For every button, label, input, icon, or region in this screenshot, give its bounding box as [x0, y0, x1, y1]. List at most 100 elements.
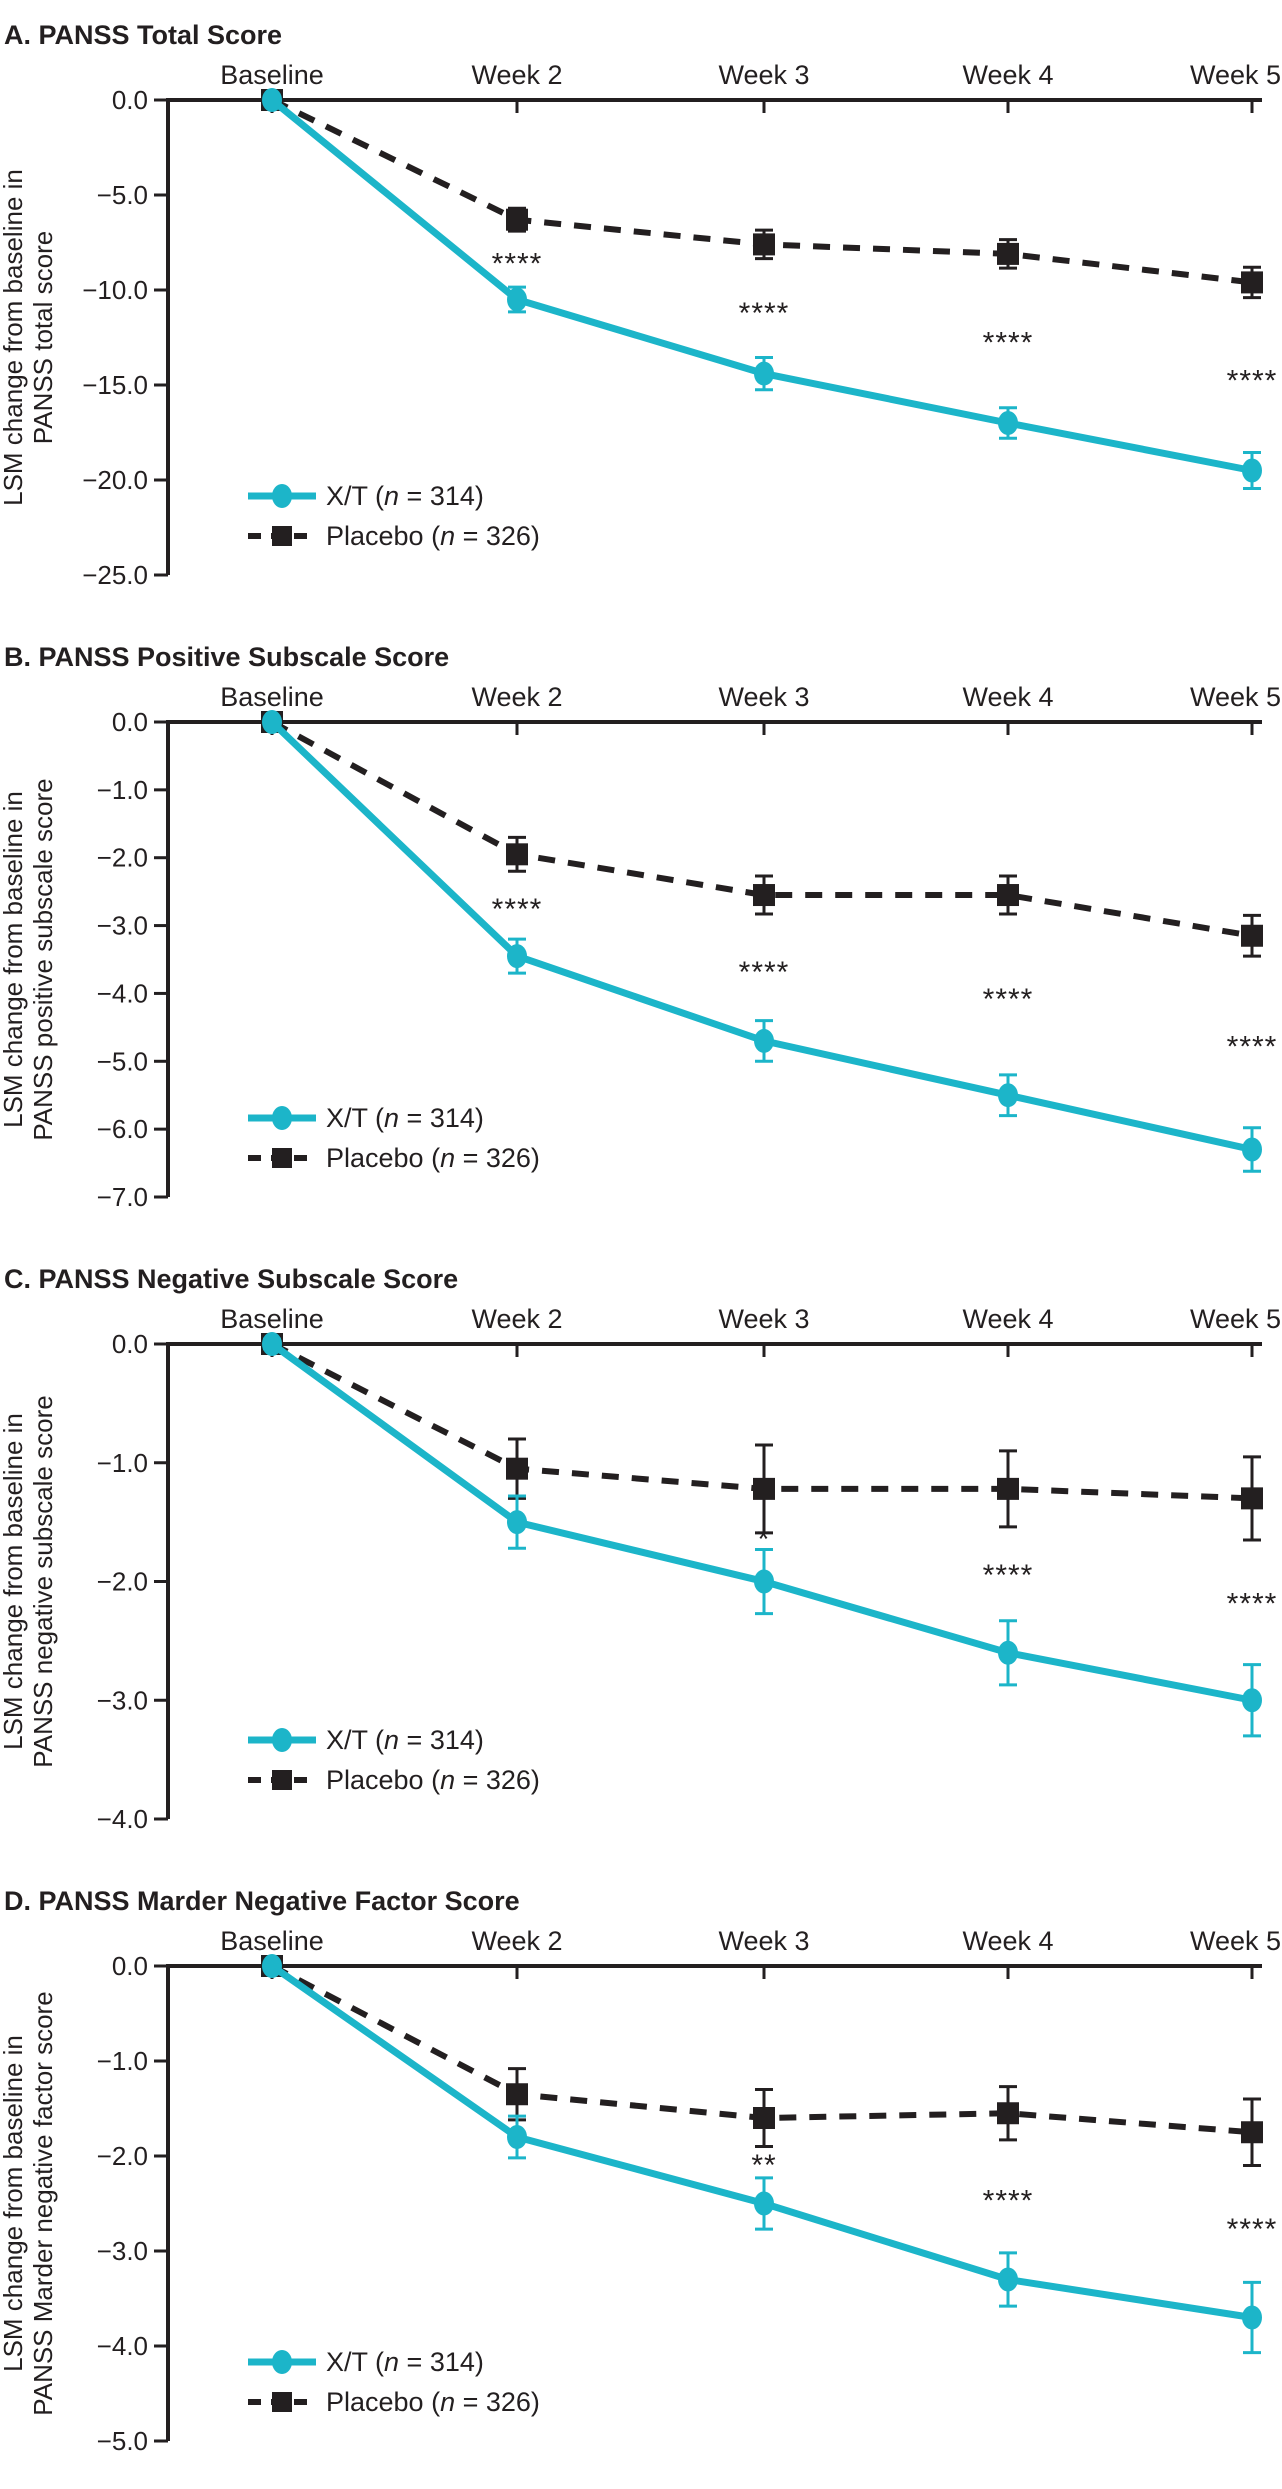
x-axis-label: Week 3	[718, 1926, 809, 1956]
x-axis-label: Week 4	[962, 1926, 1053, 1956]
marker-placebo	[753, 2107, 775, 2129]
y-axis-tick-label: −7.0	[97, 1182, 148, 1212]
y-axis-tick-label: −1.0	[97, 1448, 148, 1478]
marker-xt	[1242, 1688, 1262, 1713]
y-axis-tick-label: 0.0	[112, 1329, 148, 1359]
panel-c-chart: 0.0 −1.0 −2.0 −3.0 −4.0 Baseline Week 2 Week 3 W…	[0, 1304, 1281, 1834]
significance-label: ****	[1227, 2213, 1278, 2246]
marker-placebo	[1241, 924, 1263, 947]
y-axis-tick-label: −1.0	[97, 775, 148, 805]
panel-a-chart: 0.0 −5.0 −10.0 −15.0 −20.0 −25.0 Baseline Week …	[0, 60, 1281, 590]
marker-xt	[998, 2267, 1018, 2292]
panel-b-chart: 0.0 −1.0 −2.0 −3.0 −4.0 −5.0 −6.0 −7.0 Baseline W…	[0, 682, 1281, 1212]
y-axis-tick-label: −4.0	[97, 978, 148, 1008]
marker-placebo	[506, 2083, 528, 2106]
y-axis-title-line2: PANSS positive subscale score	[28, 778, 58, 1140]
marker-xt	[754, 1569, 774, 1594]
legend-marker-square	[272, 1148, 292, 1168]
legend-label-xt: X/T (n = 314)	[326, 2347, 484, 2377]
y-axis-tick-label: −4.0	[97, 1804, 148, 1834]
marker-xt	[507, 287, 527, 312]
x-axis-label: Week 2	[471, 1304, 562, 1334]
legend-label-xt: X/T (n = 314)	[326, 1725, 484, 1755]
marker-xt	[998, 1640, 1018, 1665]
legend-marker-circle	[272, 1728, 292, 1752]
marker-xt	[262, 88, 282, 112]
series-line-xt	[269, 97, 1253, 474]
panel-b-title: B. PANSS Positive Subscale Score	[4, 642, 450, 672]
y-axis-tick-label: −4.0	[97, 2331, 148, 2361]
marker-placebo	[753, 884, 775, 907]
y-axis-tick-label: −6.0	[97, 1114, 148, 1144]
y-axis-tick-label: −25.0	[82, 560, 148, 590]
x-axis-label: Week 3	[718, 682, 809, 712]
legend-item-xt: X/T (n = 314)	[248, 481, 484, 511]
series-line-placebo	[270, 1341, 1253, 1502]
legend-item-xt: X/T (n = 314)	[248, 1725, 484, 1755]
marker-xt	[998, 411, 1018, 435]
y-axis-tick-label: −3.0	[97, 1685, 148, 1715]
x-axis-label: Week 3	[718, 60, 809, 90]
marker-placebo	[997, 242, 1019, 265]
marker-xt	[1242, 1137, 1262, 1162]
marker-placebo	[1241, 2121, 1263, 2144]
y-axis-title-line1: LSM change from baseline in	[0, 169, 28, 506]
marker-xt	[998, 1083, 1018, 1108]
marker-placebo	[506, 1457, 528, 1480]
x-axis-label: Week 2	[471, 682, 562, 712]
marker-xt	[754, 1028, 774, 1053]
legend-marker-circle	[272, 1106, 292, 1130]
significance-label: *	[758, 1523, 771, 1556]
x-axis-label: Week 2	[471, 1926, 562, 1956]
legend-item-placebo: Placebo (n = 326)	[248, 2387, 540, 2417]
x-axis-label: Baseline	[220, 1304, 324, 1334]
y-axis-tick-label: −2.0	[97, 843, 148, 873]
y-axis-title-line1: LSM change from baseline in	[0, 791, 28, 1128]
legend-item-placebo: Placebo (n = 326)	[248, 1143, 540, 1173]
x-axis-label: Week 5	[1190, 1304, 1281, 1334]
marker-placebo	[1241, 271, 1263, 294]
significance-label: ****	[739, 956, 790, 989]
x-axis-label: Week 2	[471, 60, 562, 90]
marker-xt	[754, 361, 774, 386]
y-axis-tick-label: −10.0	[82, 275, 148, 305]
marker-xt	[1242, 458, 1262, 483]
panel-d-title: D. PANSS Marder Negative Factor Score	[4, 1886, 520, 1916]
y-axis-tick-label: −15.0	[82, 370, 148, 400]
panel-a: A. PANSS Total Score 0.0 −5.0 −10.0 −15.0 −2…	[0, 0, 1282, 622]
series-line-xt	[269, 1963, 1253, 2321]
y-axis-tick-label: −20.0	[82, 465, 148, 495]
marker-xt	[754, 2191, 774, 2216]
legend-label-placebo: Placebo (n = 326)	[326, 1143, 540, 1173]
significance-label: **	[751, 2149, 776, 2182]
significance-label: ****	[739, 297, 790, 330]
marker-xt	[507, 944, 527, 969]
x-axis-label: Week 5	[1190, 682, 1281, 712]
y-axis-title-line2: PANSS total score	[28, 231, 58, 444]
panel-c: C. PANSS Negative Subscale Score 0.0 −1.0…	[0, 1244, 1282, 1866]
y-axis-tick-label: −5.0	[97, 2426, 148, 2456]
y-axis-tick-label: −3.0	[97, 911, 148, 941]
y-axis-tick-label: −5.0	[97, 180, 148, 210]
significance-label: ****	[1227, 1587, 1278, 1620]
significance-label: ****	[492, 248, 543, 281]
x-axis-label: Week 5	[1190, 1926, 1281, 1956]
panel-d: D. PANSS Marder Negative Factor Score 0.…	[0, 1866, 1282, 2488]
x-axis-label: Week 5	[1190, 60, 1281, 90]
y-axis-tick-label: −1.0	[97, 2046, 148, 2076]
significance-label: ****	[492, 893, 543, 926]
marker-placebo	[997, 1477, 1019, 1500]
panel-c-title: C. PANSS Negative Subscale Score	[4, 1264, 459, 1294]
marker-placebo	[997, 2102, 1019, 2125]
legend-label-placebo: Placebo (n = 326)	[326, 1765, 540, 1795]
legend-item-placebo: Placebo (n = 326)	[248, 521, 540, 551]
y-axis-tick-label: 0.0	[112, 1951, 148, 1981]
legend-item-xt: X/T (n = 314)	[248, 1103, 484, 1133]
panel-b: B. PANSS Positive Subscale Score 0.0 −1.0…	[0, 622, 1282, 1244]
legend-marker-circle	[272, 2350, 292, 2374]
marker-xt	[1242, 2305, 1262, 2330]
series-line-xt	[269, 719, 1253, 1153]
marker-placebo	[997, 884, 1019, 907]
legend-label-placebo: Placebo (n = 326)	[326, 2387, 540, 2417]
significance-label: ****	[983, 1559, 1034, 1592]
